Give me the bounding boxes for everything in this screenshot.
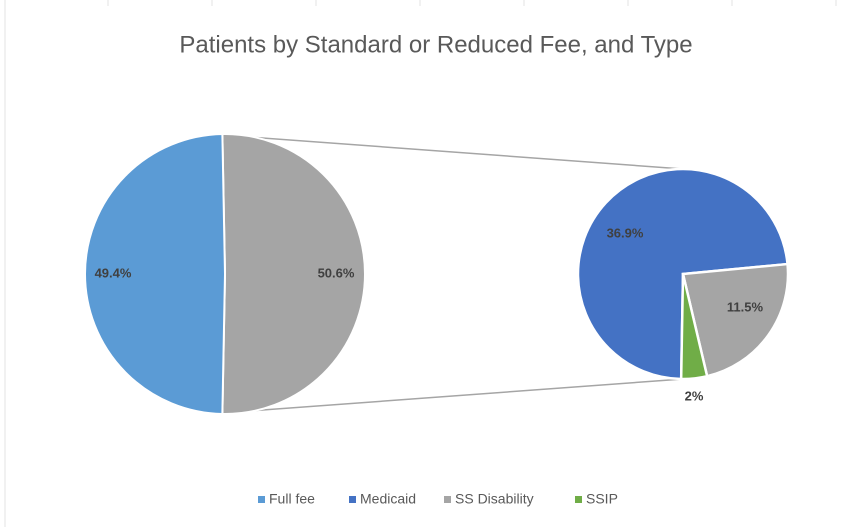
pie-slice [679, 273, 709, 381]
legend-swatch [575, 496, 582, 503]
pie-slice [84, 133, 227, 415]
data-label: 2% [685, 388, 704, 403]
connector [221, 378, 684, 414]
legend-swatch [349, 496, 356, 503]
pie-slice [681, 262, 790, 378]
legend-swatch [444, 496, 451, 503]
legend-label: SSIP [586, 491, 618, 507]
data-label: 49.4% [95, 265, 132, 280]
data-label: 36.9% [607, 225, 644, 240]
connector [221, 134, 684, 170]
pie-slice [221, 133, 367, 415]
legend-label: SS Disability [455, 491, 534, 507]
legend-label: Medicaid [360, 491, 416, 507]
legend-label: Full fee [269, 491, 315, 507]
chart-title: Patients by Standard or Reduced Fee, and… [179, 31, 692, 58]
data-label: 50.6% [318, 265, 355, 280]
data-label: 11.5% [727, 299, 764, 314]
frame-ticks [4, 0, 837, 527]
legend-swatch [258, 496, 265, 503]
